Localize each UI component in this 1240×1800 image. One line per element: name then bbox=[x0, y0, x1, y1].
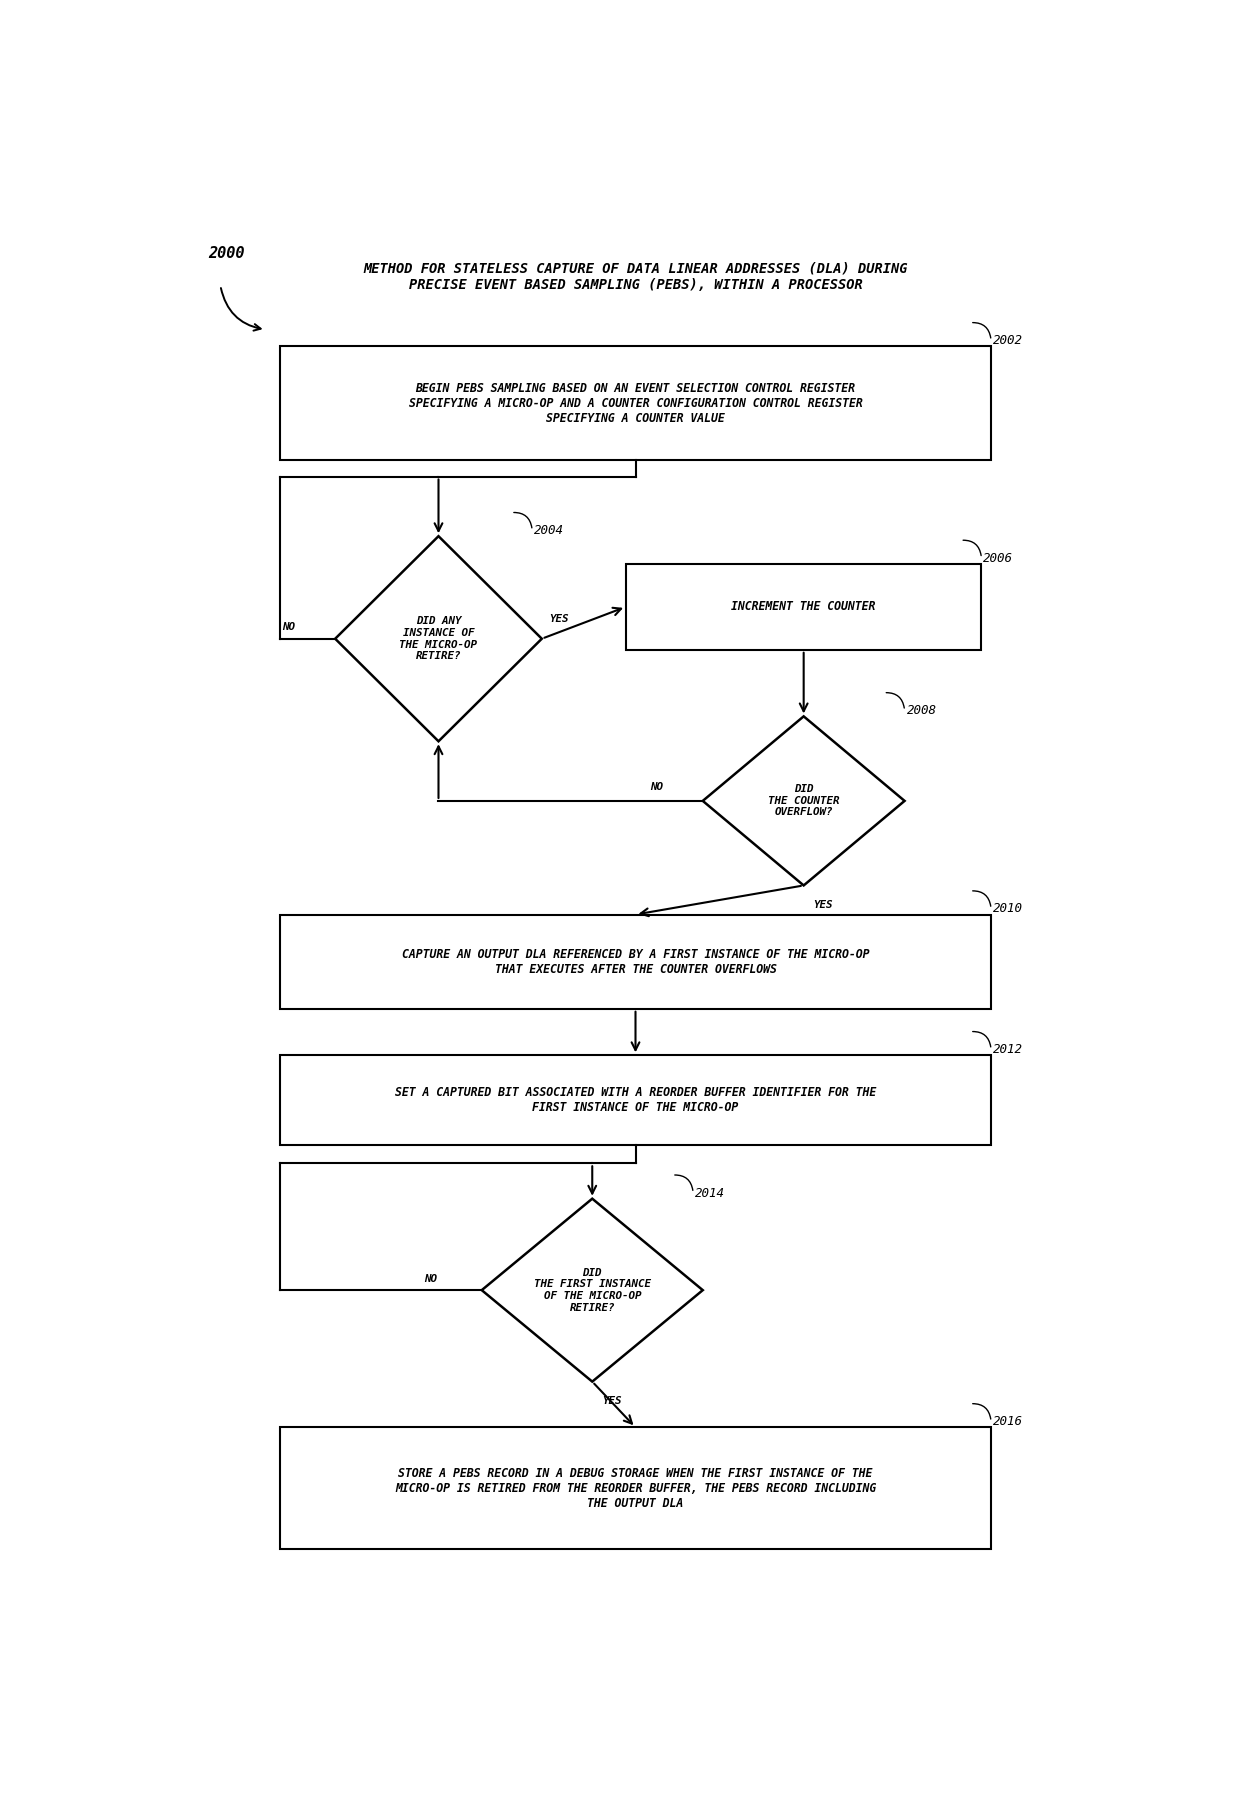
Text: STORE A PEBS RECORD IN A DEBUG STORAGE WHEN THE FIRST INSTANCE OF THE
MICRO-OP I: STORE A PEBS RECORD IN A DEBUG STORAGE W… bbox=[394, 1467, 877, 1510]
Text: NO: NO bbox=[283, 623, 295, 632]
Polygon shape bbox=[335, 536, 542, 742]
FancyBboxPatch shape bbox=[280, 1055, 991, 1145]
Text: YES: YES bbox=[549, 614, 569, 625]
Text: 2008: 2008 bbox=[906, 704, 936, 718]
Text: 2006: 2006 bbox=[983, 553, 1013, 565]
Text: DID
THE FIRST INSTANCE
OF THE MICRO-OP
RETIRE?: DID THE FIRST INSTANCE OF THE MICRO-OP R… bbox=[533, 1267, 651, 1312]
Text: 2000: 2000 bbox=[208, 247, 244, 261]
FancyBboxPatch shape bbox=[280, 914, 991, 1008]
FancyBboxPatch shape bbox=[280, 346, 991, 461]
Polygon shape bbox=[703, 716, 905, 886]
Text: 2016: 2016 bbox=[993, 1415, 1023, 1429]
FancyBboxPatch shape bbox=[280, 1427, 991, 1550]
Text: YES: YES bbox=[813, 900, 833, 909]
Text: DID
THE COUNTER
OVERFLOW?: DID THE COUNTER OVERFLOW? bbox=[768, 785, 839, 817]
Text: 2012: 2012 bbox=[993, 1044, 1023, 1057]
Text: 2014: 2014 bbox=[696, 1186, 725, 1199]
Text: 2004: 2004 bbox=[534, 524, 564, 536]
Text: 2002: 2002 bbox=[993, 335, 1023, 347]
Text: NO: NO bbox=[424, 1274, 436, 1283]
Text: YES: YES bbox=[601, 1395, 621, 1406]
Text: INCREMENT THE COUNTER: INCREMENT THE COUNTER bbox=[732, 601, 875, 614]
Polygon shape bbox=[481, 1199, 703, 1382]
Text: SET A CAPTURED BIT ASSOCIATED WITH A REORDER BUFFER IDENTIFIER FOR THE
FIRST INS: SET A CAPTURED BIT ASSOCIATED WITH A REO… bbox=[394, 1085, 877, 1114]
Text: NO: NO bbox=[650, 781, 663, 792]
Text: DID ANY
INSTANCE OF
THE MICRO-OP
RETIRE?: DID ANY INSTANCE OF THE MICRO-OP RETIRE? bbox=[399, 616, 477, 661]
FancyBboxPatch shape bbox=[626, 563, 982, 650]
Text: METHOD FOR STATELESS CAPTURE OF DATA LINEAR ADDRESSES (DLA) DURING
PRECISE EVENT: METHOD FOR STATELESS CAPTURE OF DATA LIN… bbox=[363, 261, 908, 292]
Text: CAPTURE AN OUTPUT DLA REFERENCED BY A FIRST INSTANCE OF THE MICRO-OP
THAT EXECUT: CAPTURE AN OUTPUT DLA REFERENCED BY A FI… bbox=[402, 947, 869, 976]
Text: 2010: 2010 bbox=[993, 902, 1023, 916]
Text: BEGIN PEBS SAMPLING BASED ON AN EVENT SELECTION CONTROL REGISTER
SPECIFYING A MI: BEGIN PEBS SAMPLING BASED ON AN EVENT SE… bbox=[409, 382, 862, 425]
